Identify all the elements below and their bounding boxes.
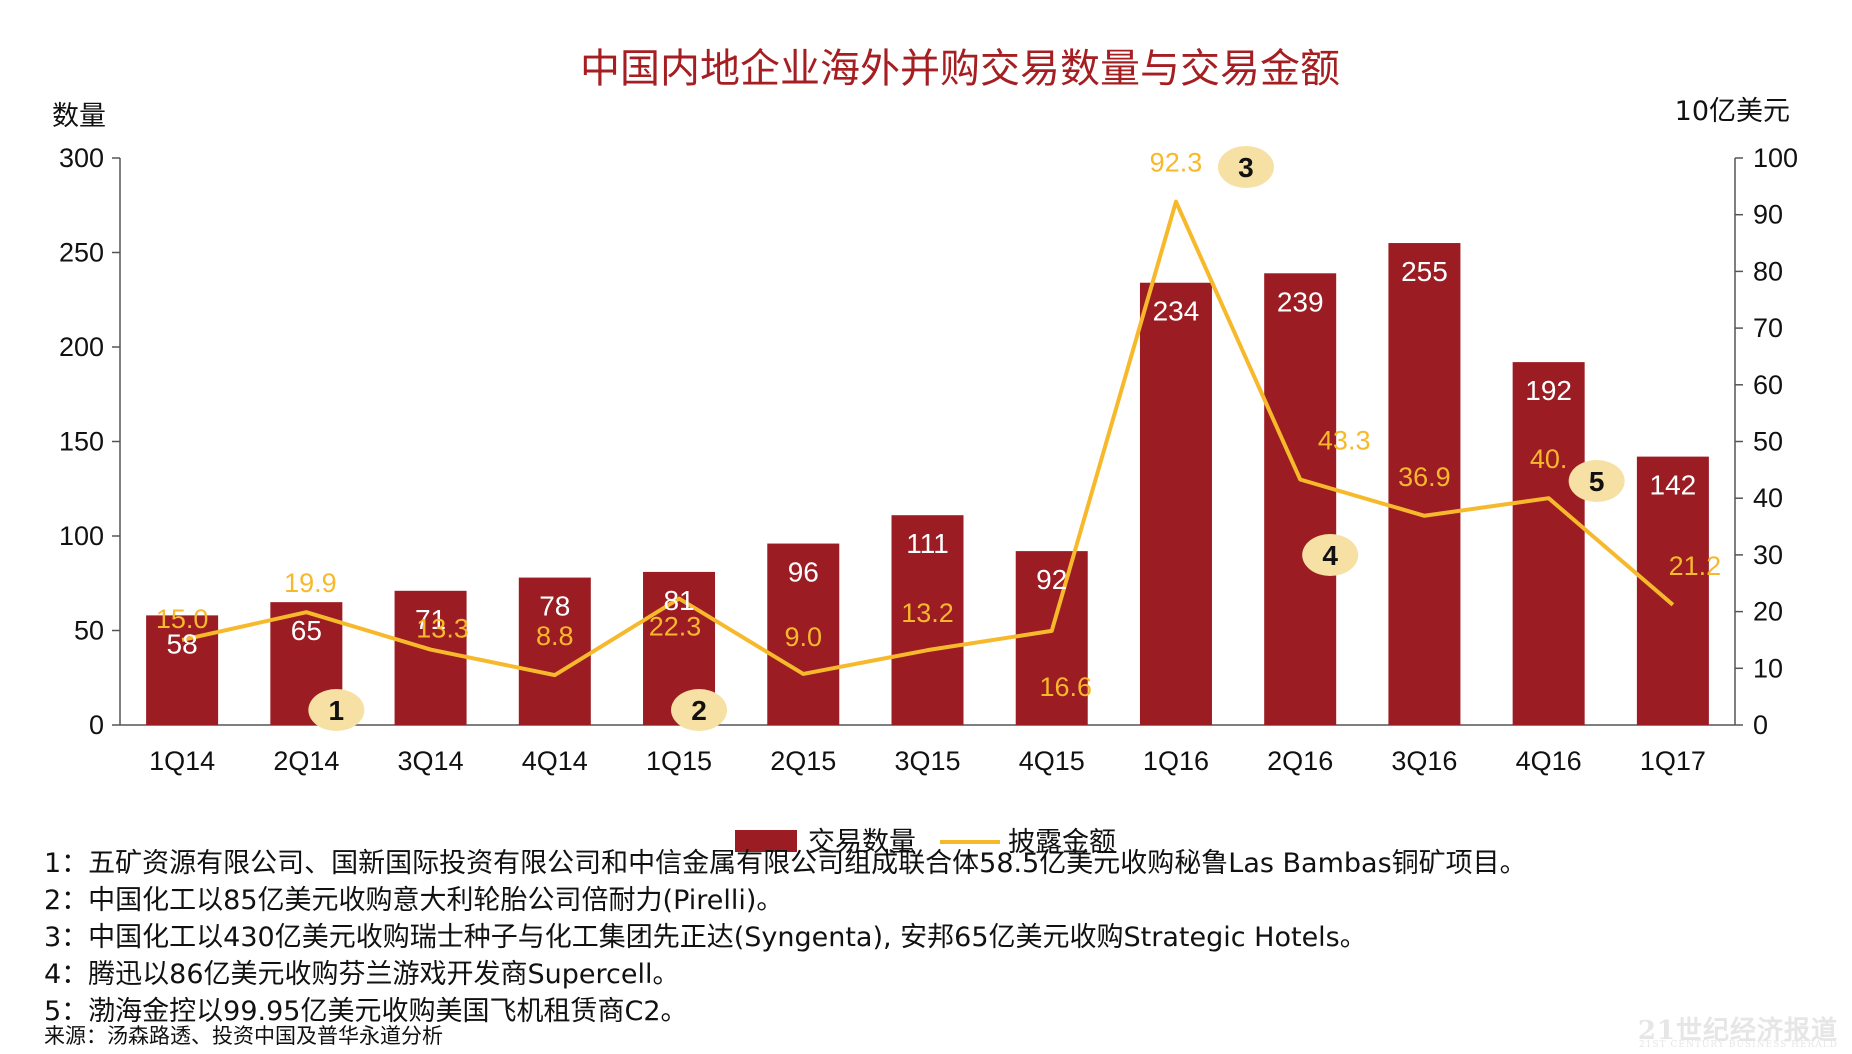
x-tick-label: 3Q15 [894, 746, 960, 776]
callout-marker-4: 4 [1302, 534, 1359, 576]
watermark-subtitle: 21ST CENTURY BUSINESS HERALD [1639, 1040, 1838, 1050]
callout-oval [1302, 534, 1359, 576]
callout-marker-3: 3 [1217, 146, 1274, 188]
x-tick-label: 3Q14 [398, 746, 464, 776]
line-value-label: 43.3 [1318, 425, 1371, 455]
legend-swatch-bar [735, 830, 797, 852]
bar-value-label: 65 [291, 615, 322, 646]
right-tick-label: 90 [1753, 200, 1783, 230]
line-value-label: 8.8 [536, 621, 574, 651]
callout-marker-5: 5 [1568, 460, 1625, 502]
right-tick-label: 30 [1753, 540, 1783, 570]
x-tick-label: 4Q15 [1019, 746, 1085, 776]
bar [1015, 551, 1088, 725]
x-tick-label: 4Q16 [1516, 746, 1582, 776]
right-tick-label: 20 [1753, 597, 1783, 627]
bar-value-label: 111 [906, 528, 949, 559]
bar [1388, 243, 1461, 726]
line-value-label: 16.6 [1039, 672, 1092, 702]
line-value-label: 21.2 [1669, 551, 1722, 581]
callout-number: 5 [1589, 466, 1605, 497]
bar [518, 577, 591, 725]
bar-value-label: 192 [1525, 375, 1572, 406]
legend-label-bar: 交易数量 [808, 827, 916, 858]
x-tick-label: 2Q15 [770, 746, 836, 776]
callout-number: 1 [329, 695, 345, 726]
bar [891, 515, 964, 725]
bar [767, 543, 840, 725]
line-value-label: 15.0 [156, 604, 209, 634]
bar-value-label: 58 [167, 628, 198, 659]
right-tick-label: 100 [1753, 143, 1798, 173]
callout-marker-2: 2 [671, 689, 728, 731]
right-tick-label: 10 [1753, 653, 1783, 683]
bar-value-label: 81 [663, 585, 694, 616]
bar-value-label: 234 [1153, 296, 1200, 327]
chart-title: 中国内地企业海外并购交易数量与交易金额 [580, 46, 1340, 92]
bar [1264, 273, 1337, 725]
bar-value-label: 78 [539, 591, 570, 622]
line-value-label: 9.0 [784, 622, 822, 652]
left-tick-label: 100 [59, 521, 104, 551]
line-value-label: 92.3 [1150, 148, 1203, 178]
left-tick-label: 250 [59, 238, 104, 268]
x-tick-label: 1Q17 [1640, 746, 1706, 776]
x-tick-label: 3Q16 [1391, 746, 1457, 776]
bar [1636, 456, 1709, 725]
left-axis-label: 数量 [52, 101, 106, 132]
footnote-1: 1：五矿资源有限公司、国新国际投资有限公司和中信金属有限公司组成联合体58.5亿… [44, 848, 1527, 879]
line-value-label: 22.3 [649, 612, 702, 642]
line-value-label: 13.2 [901, 598, 954, 628]
footnote-2: 2：中国化工以85亿美元收购意大利轮胎公司倍耐力(Pirelli)。 [44, 885, 784, 916]
right-tick-label: 70 [1753, 313, 1783, 343]
x-tick-label: 1Q15 [646, 746, 712, 776]
right-axis-label: 10亿美元 [1675, 96, 1790, 127]
line-value-label: 36.9 [1398, 462, 1451, 492]
right-tick-label: 80 [1753, 256, 1783, 286]
x-tick-label: 2Q16 [1267, 746, 1333, 776]
left-tick-label: 300 [59, 143, 104, 173]
x-tick-label: 4Q14 [522, 746, 588, 776]
amount-line [181, 199, 1675, 678]
bar [1139, 282, 1212, 725]
callout-number: 4 [1322, 540, 1338, 571]
line-value-label: 40. [1530, 444, 1568, 474]
left-tick-label: 150 [59, 427, 104, 457]
footnotes: 1：五矿资源有限公司、国新国际投资有限公司和中信金属有限公司组成联合体58.5亿… [44, 845, 1744, 1030]
bar-value-label: 96 [788, 557, 819, 588]
footnote-3: 3：中国化工以430亿美元收购瑞士种子与化工集团先正达(Syngenta), 安… [44, 922, 1367, 953]
bar [1512, 362, 1585, 725]
left-tick-label: 0 [89, 710, 104, 740]
right-tick-label: 50 [1753, 427, 1783, 457]
callout-number: 3 [1238, 152, 1254, 183]
bar-value-label: 255 [1401, 256, 1448, 287]
line-value-label: 13.3 [416, 614, 469, 644]
source-note: 来源：汤森路透、投资中国及普华永道分析 [44, 1024, 443, 1048]
right-tick-label: 40 [1753, 483, 1783, 513]
bar-value-label: 142 [1650, 470, 1697, 501]
left-tick-label: 50 [74, 616, 104, 646]
callout-oval [1217, 146, 1274, 188]
footnote-4: 4：腾迅以86亿美元收购芬兰游戏开发商Supercell。 [44, 959, 680, 990]
footnote-5: 5：渤海金控以99.95亿美元收购美国飞机租赁商C2。 [44, 996, 688, 1027]
x-tick-label: 1Q14 [149, 746, 215, 776]
bar [394, 590, 467, 725]
legend-label-line: 披露金额 [1008, 827, 1116, 858]
x-tick-label: 2Q14 [273, 746, 339, 776]
callout-oval [308, 689, 365, 731]
callout-oval [671, 689, 728, 731]
right-tick-label: 0 [1753, 710, 1768, 740]
callout-marker-1: 1 [308, 689, 365, 731]
callout-oval [1568, 460, 1625, 502]
right-tick-label: 60 [1753, 370, 1783, 400]
watermark-logo: 21世纪经济报道 [1637, 1016, 1838, 1046]
left-tick-label: 200 [59, 332, 104, 362]
callout-number: 2 [691, 695, 707, 726]
bar-value-label: 92 [1036, 564, 1067, 595]
line-value-label: 19.9 [284, 568, 337, 598]
x-tick-label: 1Q16 [1143, 746, 1209, 776]
bar-value-label: 239 [1277, 286, 1324, 317]
bar-value-label: 71 [415, 604, 446, 635]
